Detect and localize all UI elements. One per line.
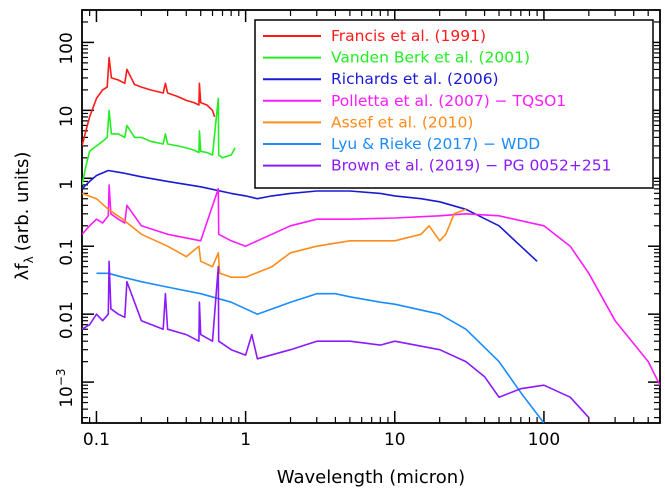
legend-label: Vanden Berk et al. (2001)	[331, 49, 530, 67]
legend: Francis et al. (1991) Vanden Berk et al. …	[254, 19, 654, 189]
series-line-1	[82, 56, 216, 147]
y-tick-label: 0.1	[57, 239, 77, 266]
y-tick-label: 10−3	[54, 368, 77, 407]
legend-label: Lyu & Rieke (2017) − WDD	[331, 135, 540, 153]
series-line-2	[82, 97, 236, 186]
x-axis-title: Wavelength (micron)	[277, 467, 465, 488]
x-tick-label: 100	[528, 430, 560, 450]
y-axis-title: λfλ (arb. units)	[12, 152, 36, 281]
series-line-5	[82, 192, 467, 279]
y-tick-label: 1	[57, 179, 77, 190]
series-line-7	[82, 260, 590, 419]
y-axis-title-rest: (arb. units)	[12, 152, 33, 252]
series-line-4	[82, 184, 660, 386]
legend-label: Brown et al. (2019) − PG 0052+251	[331, 157, 611, 175]
legend-label: Polletta et al. (2007) − TQSO1	[331, 92, 566, 110]
y-axis-title-main: λf	[12, 263, 33, 281]
x-tick-label: 1	[240, 430, 251, 450]
y-tick-label: 100	[57, 32, 77, 64]
y-axis-title-sub: λ	[22, 256, 36, 263]
series-line-6	[96, 272, 545, 423]
y-tick-exponent: −3	[54, 368, 68, 386]
y-tick-label: 10	[57, 106, 77, 128]
legend-label: Assef et al. (2010)	[331, 113, 473, 131]
x-tick-label: 10	[384, 430, 406, 450]
series-line-3	[82, 169, 538, 262]
legend-box	[254, 19, 654, 189]
legend-items: Francis et al. (1991) Vanden Berk et al. …	[263, 27, 611, 175]
plot-frame	[81, 9, 661, 424]
legend-label: Francis et al. (1991)	[331, 27, 486, 45]
y-tick-label: 0.01	[57, 301, 77, 339]
x-tick-label: 0.1	[83, 430, 110, 450]
series-group	[82, 56, 660, 423]
legend-label: Richards et al. (2006)	[331, 70, 499, 88]
